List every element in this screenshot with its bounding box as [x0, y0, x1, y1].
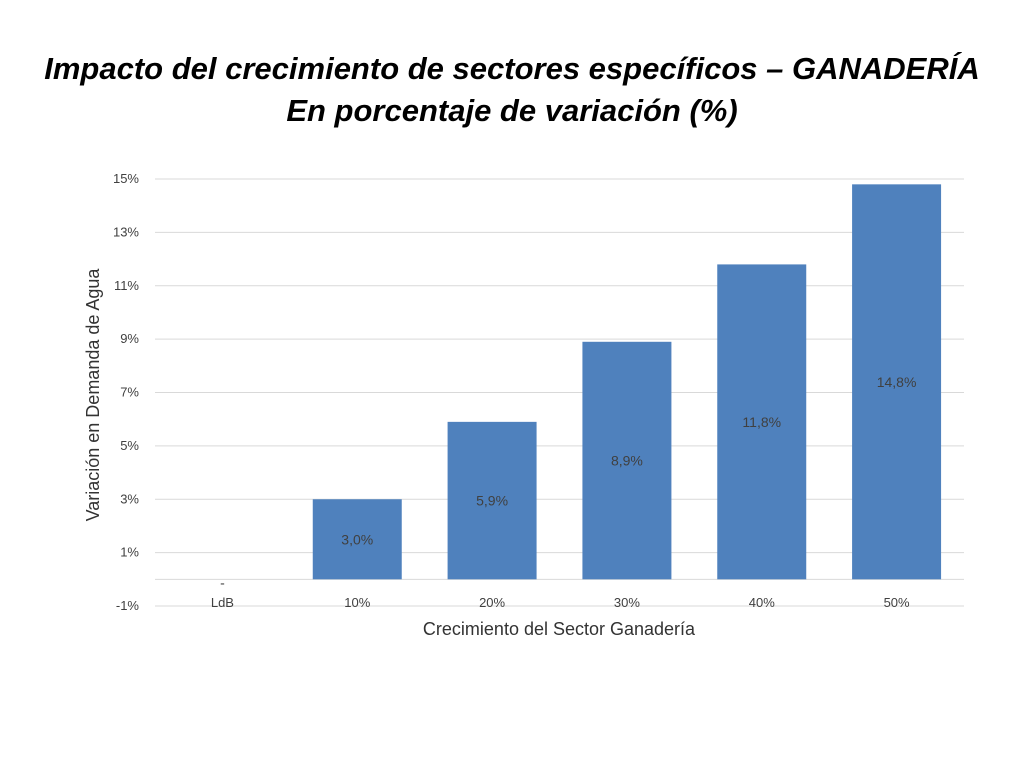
y-tick-label: 9%	[120, 331, 139, 346]
bar	[312, 499, 402, 580]
data-label: 14,8%	[877, 374, 917, 390]
data-label: 5,9%	[476, 493, 508, 509]
chart-title: Impacto del crecimiento de sectores espe…	[44, 51, 980, 86]
bar	[582, 341, 672, 580]
bars	[312, 184, 942, 580]
title-block: Impacto del crecimiento de sectores espe…	[0, 48, 1024, 132]
y-tick-label: 5%	[120, 438, 139, 453]
y-tick-label: 7%	[120, 385, 139, 400]
y-axis-label: Variación en Demanda de Agua	[83, 268, 103, 522]
data-label: 8,9%	[611, 453, 643, 469]
y-tick-label: 11%	[114, 278, 139, 293]
y-tick-label: 3%	[120, 491, 139, 506]
x-tick-label: 50%	[884, 595, 910, 610]
data-label: 3,0%	[341, 531, 373, 547]
x-tick-label: LdB	[211, 595, 234, 610]
data-label: -	[220, 574, 225, 590]
x-tick-labels: LdB 10% 20% 30% 40% 50%	[211, 595, 910, 610]
y-tick-label: 13%	[113, 224, 139, 239]
data-label: 11,8%	[742, 414, 781, 430]
bar	[852, 184, 942, 580]
x-tick-label: 20%	[479, 595, 505, 610]
x-tick-label: 10%	[344, 595, 370, 610]
bar	[447, 421, 537, 580]
bar	[717, 264, 807, 580]
chart-subtitle: En porcentaje de variación (%)	[286, 93, 738, 128]
y-tick-label: -1%	[116, 598, 140, 613]
y-tick-labels: -1% 1% 3% 5% 7% 9% 11% 13% 15%	[113, 171, 139, 613]
y-tick-label: 15%	[113, 171, 139, 186]
gridlines	[155, 178, 964, 607]
data-labels: - 3,0% 5,9% 8,9% 11,8% 14,8%	[220, 374, 916, 590]
x-tick-label: 30%	[614, 595, 640, 610]
y-tick-label: 1%	[120, 545, 139, 560]
x-tick-label: 40%	[749, 595, 775, 610]
x-axis-label: Crecimiento del Sector Ganadería	[423, 619, 696, 639]
